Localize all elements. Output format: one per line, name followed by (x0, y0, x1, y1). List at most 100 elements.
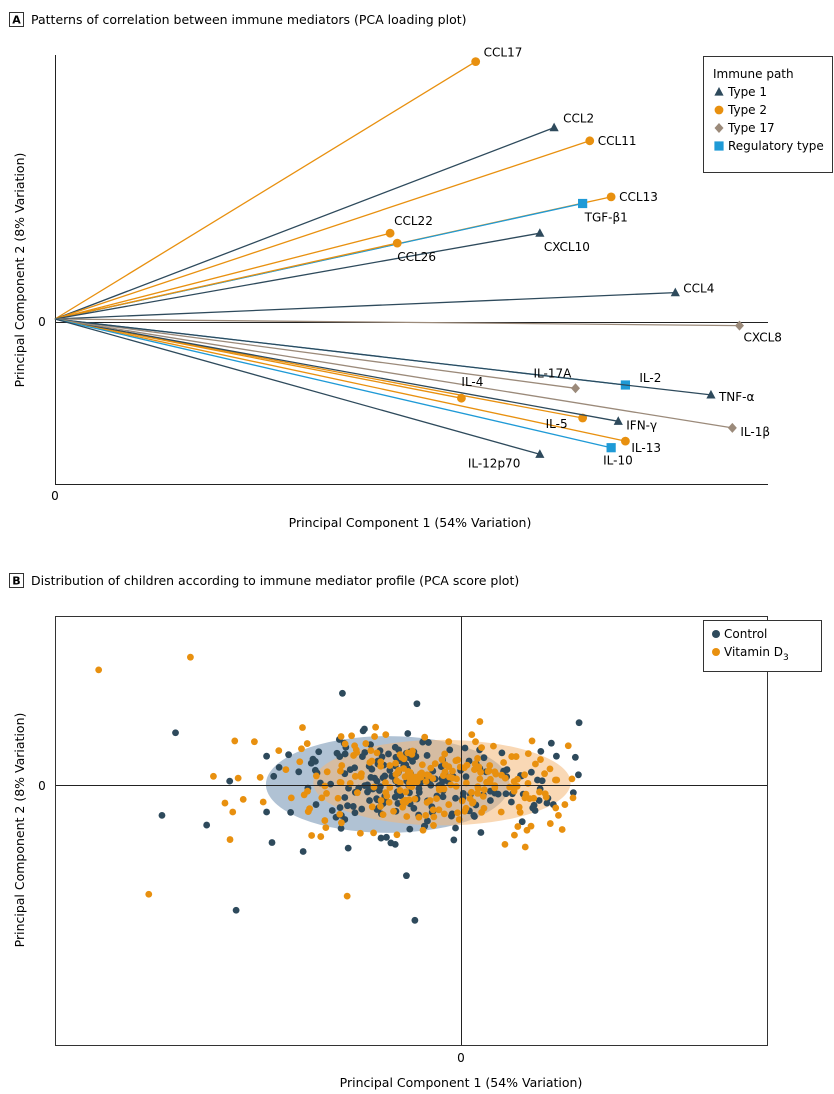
point-control (534, 776, 541, 784)
vector-line-il-1beta (54, 318, 733, 429)
panel-a-letter: A (12, 14, 21, 27)
point-vitamin (425, 772, 433, 779)
point-control (333, 749, 341, 757)
point-control (537, 747, 545, 755)
point-vitamin (338, 819, 345, 827)
point-vitamin (468, 731, 476, 739)
point-control (425, 739, 432, 746)
point-vitamin (275, 747, 283, 755)
point-control (385, 750, 392, 758)
point-control (502, 790, 510, 798)
point-control (341, 750, 349, 758)
point-control (344, 844, 352, 852)
point-vitamin (299, 724, 306, 731)
point-vitamin (430, 822, 437, 829)
point-vitamin (226, 836, 234, 843)
panel-b-points (95, 653, 583, 924)
point-vitamin (308, 832, 316, 839)
point-vitamin (341, 740, 349, 748)
point-vitamin (334, 794, 342, 802)
point-vitamin (323, 790, 330, 797)
point-control (575, 719, 583, 727)
point-vitamin (474, 755, 481, 762)
point-control (287, 808, 295, 816)
point-vitamin (282, 766, 290, 773)
point-vitamin (256, 774, 264, 781)
legend-a-marker-type1 (714, 87, 724, 96)
point-vitamin (402, 788, 410, 796)
point-vitamin (348, 732, 355, 740)
point-vitamin (469, 798, 477, 806)
point-vitamin (471, 760, 479, 768)
vector-label-il-13: IL-13 (631, 441, 661, 455)
point-control (203, 821, 211, 829)
point-control (507, 798, 515, 806)
vector-marker-ccl26 (392, 238, 402, 248)
point-vitamin (377, 797, 385, 804)
point-vitamin (438, 756, 446, 763)
point-control (480, 754, 488, 762)
point-control (299, 848, 307, 855)
point-vitamin (251, 738, 258, 746)
point-control (373, 777, 381, 785)
point-vitamin (435, 806, 443, 814)
panel-a-x-tick-zero: 0 (51, 489, 59, 503)
point-vitamin (449, 774, 456, 782)
point-control (470, 811, 478, 819)
point-control (366, 797, 373, 804)
point-control (452, 824, 459, 832)
point-vitamin (477, 768, 484, 776)
vector-marker-ccl11 (585, 136, 595, 146)
point-vitamin (528, 737, 536, 745)
point-control (452, 794, 459, 802)
point-vitamin (323, 768, 331, 776)
point-vitamin (337, 733, 345, 740)
point-vitamin (371, 733, 378, 740)
point-vitamin (501, 774, 509, 782)
point-vitamin (372, 723, 380, 731)
point-vitamin (403, 813, 411, 820)
point-control (571, 753, 579, 761)
point-control (158, 811, 166, 819)
point-vitamin (343, 892, 351, 900)
point-vitamin (337, 767, 344, 775)
point-vitamin (536, 788, 543, 796)
point-vitamin (433, 795, 440, 803)
vector-marker-ccl2 (549, 122, 559, 132)
vector-marker-tgf-beta1 (578, 198, 588, 209)
point-vitamin (524, 750, 532, 757)
point-vitamin (555, 811, 562, 819)
panel-b-letter: B (12, 575, 20, 588)
panel-b-legend-box (703, 620, 822, 672)
point-control (383, 833, 390, 841)
point-control (263, 752, 270, 760)
point-control (423, 752, 431, 759)
point-control (461, 744, 469, 752)
panel-b-frame (55, 616, 768, 1046)
point-vitamin (472, 738, 479, 746)
point-control (341, 794, 349, 801)
point-vitamin (382, 779, 389, 787)
panel-a-legend: Immune path Type 1 Type 2 Type 17 Regulator… (703, 56, 833, 173)
point-control (285, 751, 292, 759)
point-vitamin (287, 794, 295, 802)
point-vitamin (500, 759, 507, 766)
point-vitamin (513, 782, 521, 790)
vector-marker-cxcl8 (734, 320, 744, 331)
panel-a-vectors (54, 57, 744, 458)
point-vitamin (239, 795, 247, 803)
point-vitamin (373, 749, 381, 757)
point-vitamin (422, 778, 430, 785)
panel-b-x-tick-zero: 0 (457, 1051, 465, 1065)
point-vitamin (399, 798, 407, 805)
point-vitamin (439, 772, 447, 779)
point-control (411, 916, 419, 924)
point-control (367, 774, 375, 781)
panel-a-letter-box (9, 12, 24, 27)
point-vitamin (338, 762, 346, 769)
panel-b-y-axis-title: Principal Component 2 (8% Variation) (12, 713, 27, 948)
point-vitamin (462, 779, 470, 787)
point-vitamin (512, 753, 520, 760)
point-vitamin (303, 740, 311, 747)
point-vitamin (304, 787, 311, 795)
